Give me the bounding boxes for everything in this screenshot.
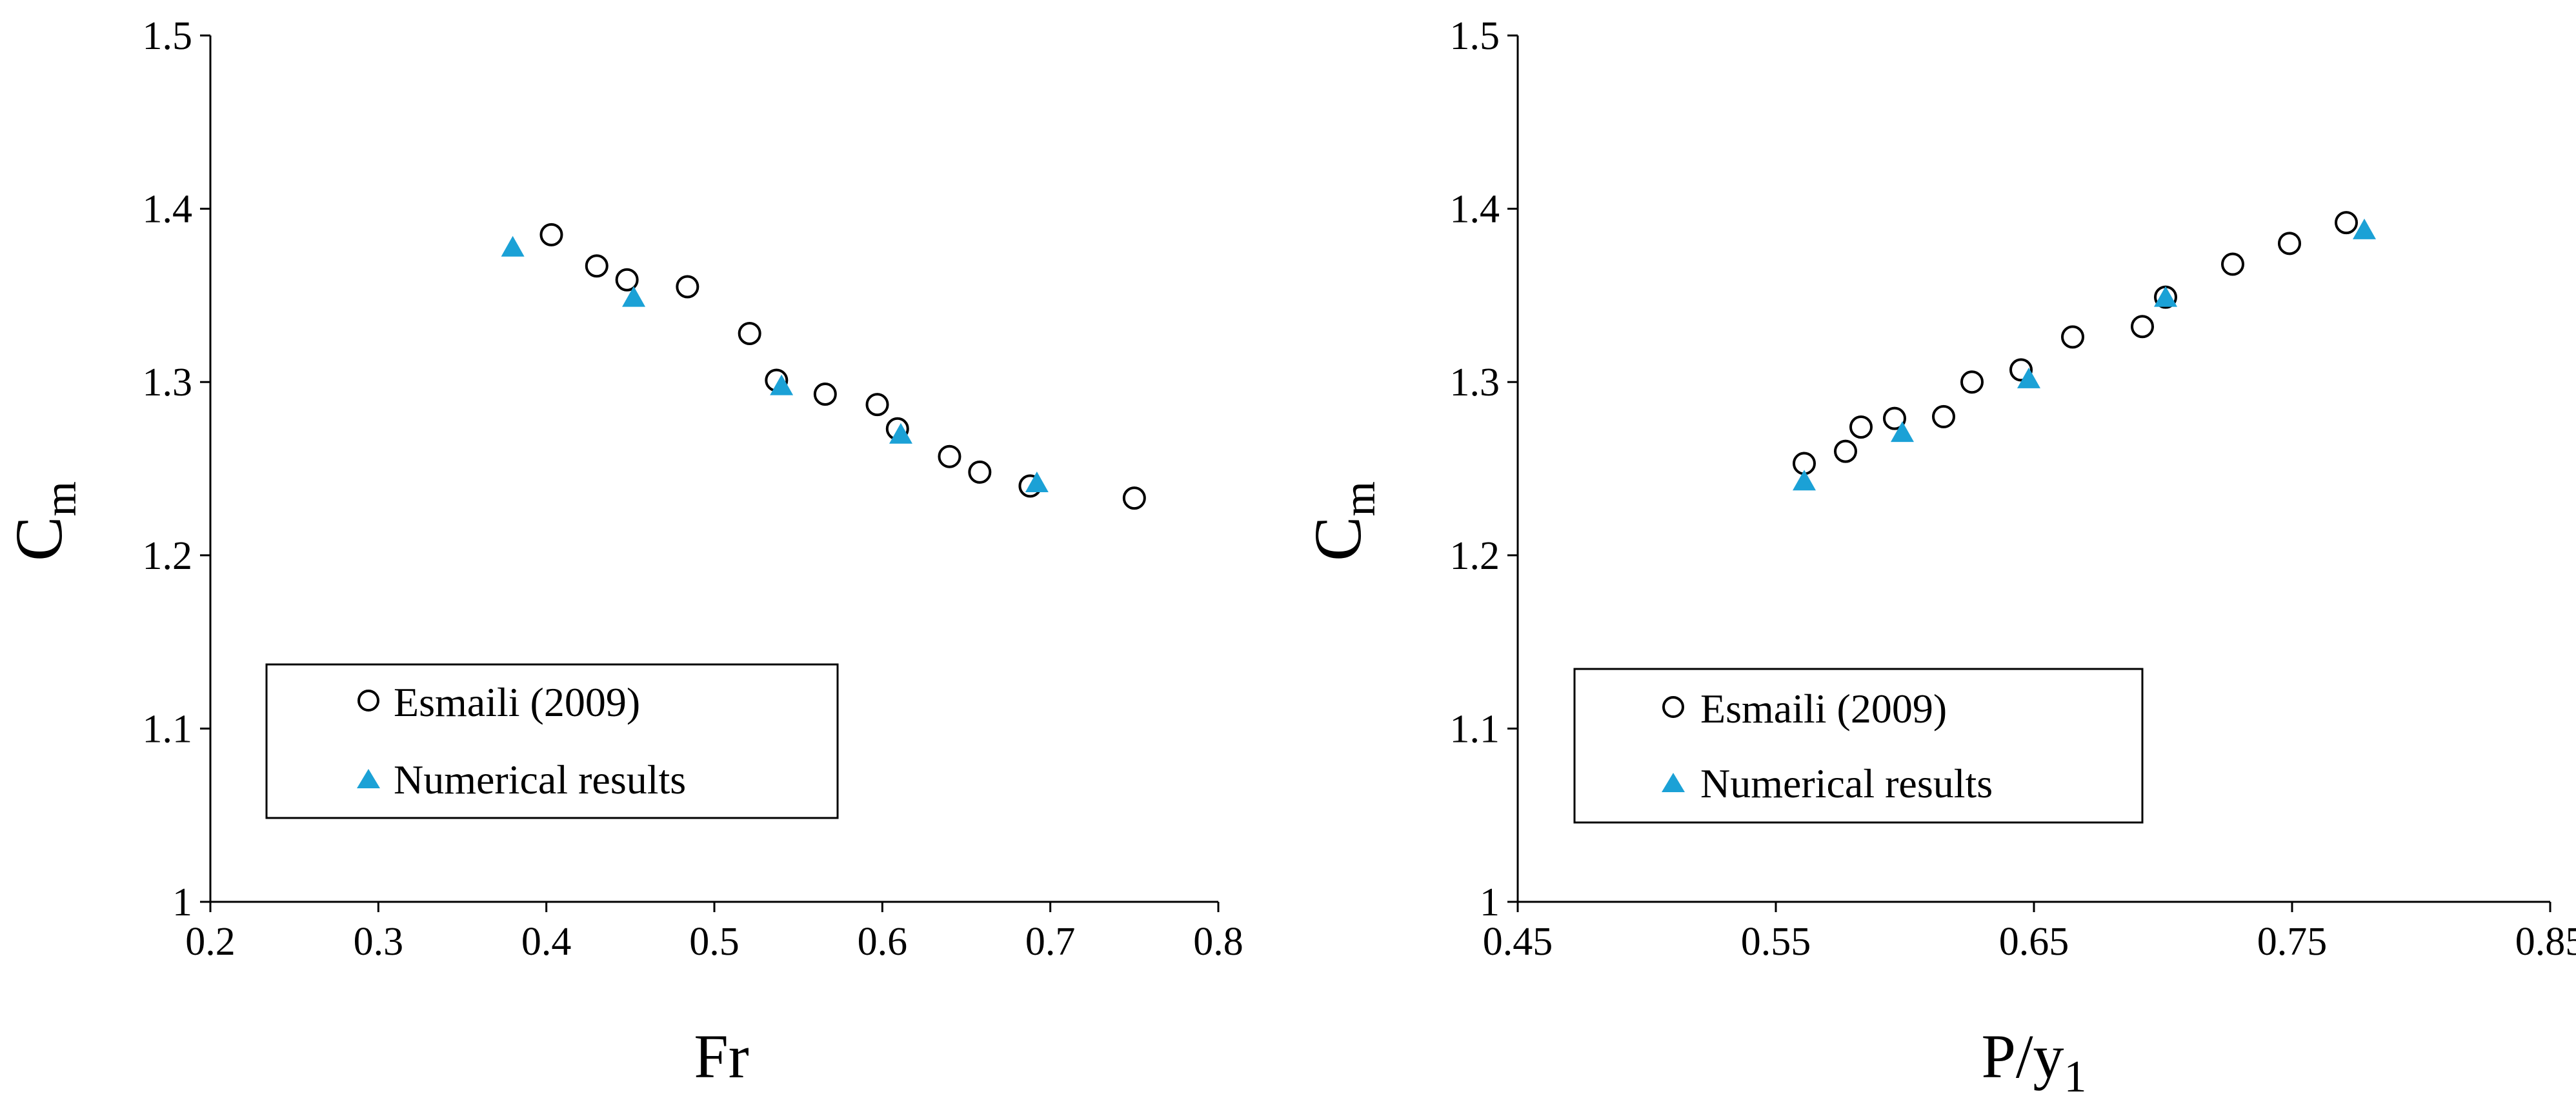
data-point-numerical [1793,470,1816,491]
x-tick-label: 0.65 [1999,920,2069,964]
data-point-esmaili [938,444,961,468]
chart-py1-vs-cm: Cm 1 1.1 1.2 1.3 1.4 1.5 0.45 0.55 0.65 0.75 0.85… [1301,14,2576,1096]
legend-label-numerical: Numerical results [1700,761,1993,806]
y-tick-label: 1 [1480,881,1500,924]
x-tick-label: 0.85 [2515,920,2576,964]
data-point-esmaili [813,383,837,406]
data-point-esmaili [738,321,761,345]
legend-box [1573,668,2144,824]
y-axis-title-main: C [1301,517,1375,561]
data-point-esmaili [2335,211,2358,235]
svg-text:Cm: Cm [1301,481,1385,561]
data-point-numerical [622,286,646,307]
data-point-esmaili [1883,406,1906,430]
y-axis-title-sub: m [1335,481,1385,516]
legend-box [265,663,839,819]
y-tick-label: 1.4 [1450,188,1500,232]
x-tick-label: 0.45 [1483,920,1553,964]
legend: Esmaili (2009) Numerical results [1573,668,2144,824]
data-point-numerical [1025,471,1049,492]
x-tick-label: 0.6 [858,920,908,964]
data-point-numerical [1891,421,1914,443]
y-tick-label: 1 [172,881,192,924]
x-tick-label: 0.75 [2257,920,2328,964]
data-point-esmaili [539,223,563,246]
svg-text:Cm: Cm [2,481,86,561]
chart-fr-vs-cm: Cm 1 1.1 1.2 1.3 1.4 1.5 0.2 0.3 0.4 0.5 0.6 0.7 0.… [2,14,1243,1091]
y-tick-label: 1.2 [143,534,193,578]
x-axis-title: P/y1 [1981,1022,2086,1096]
y-tick-label: 1.1 [143,707,193,751]
data-point-esmaili [2278,232,2301,255]
y-axis-title-main: C [2,517,76,561]
data-point-esmaili [2131,315,2154,339]
legend-marker-triangle [357,769,380,788]
x-tick-label: 0.2 [185,920,236,964]
data-point-esmaili [676,275,699,299]
data-point-esmaili [865,393,889,417]
legend: Esmaili (2009) Numerical results [265,663,839,819]
x-axis-title: Fr [694,1022,749,1091]
data-point-numerical [2353,218,2376,239]
data-point-esmaili [1932,404,1955,428]
y-tick-label: 1.5 [143,14,193,58]
data-point-esmaili [2009,358,2033,382]
legend-marker-circle [357,690,379,712]
x-tick-label: 0.55 [1741,920,1811,964]
x-tick-label: 0.5 [689,920,740,964]
data-point-esmaili [615,268,639,292]
data-point-esmaili [1960,370,1984,394]
data-point-numerical [501,235,525,257]
legend-marker-circle [1662,696,1684,718]
y-axis-title-sub: m [36,481,86,516]
y-tick-label: 1.2 [1450,534,1500,578]
y-axis-title: Cm [1301,481,1385,561]
legend-marker-triangle [1662,773,1685,792]
legend-label-esmaili: Esmaili (2009) [1700,686,1947,732]
y-tick-label: 1.3 [143,361,193,404]
data-point-numerical [770,374,794,395]
x-tick-label: 0.4 [521,920,572,964]
x-tick-label: 0.7 [1025,920,1076,964]
data-point-numerical [2017,367,2040,388]
data-point-numerical [889,423,912,444]
data-point-esmaili [968,460,992,484]
y-tick-label: 1.1 [1450,707,1500,751]
x-axis-title-main: P/y [1981,1022,2064,1091]
y-axis-title: Cm [2,481,86,561]
data-point-esmaili [2061,325,2084,349]
data-point-numerical [2154,286,2177,307]
data-point-esmaili [1849,415,1873,439]
legend-label-numerical: Numerical results [394,757,686,802]
x-tick-label: 0.8 [1193,920,1243,964]
data-point-esmaili [1834,439,1857,463]
data-point-esmaili [585,254,609,278]
data-point-esmaili [2221,252,2244,276]
x-tick-label: 0.3 [354,920,404,964]
y-tick-label: 1.4 [143,188,193,232]
data-point-esmaili [1122,486,1146,510]
y-tick-label: 1.3 [1450,361,1500,404]
legend-label-esmaili: Esmaili (2009) [394,679,640,725]
y-tick-label: 1.5 [1450,14,1500,58]
x-axis-title-sub: 1 [2064,1052,2087,1096]
